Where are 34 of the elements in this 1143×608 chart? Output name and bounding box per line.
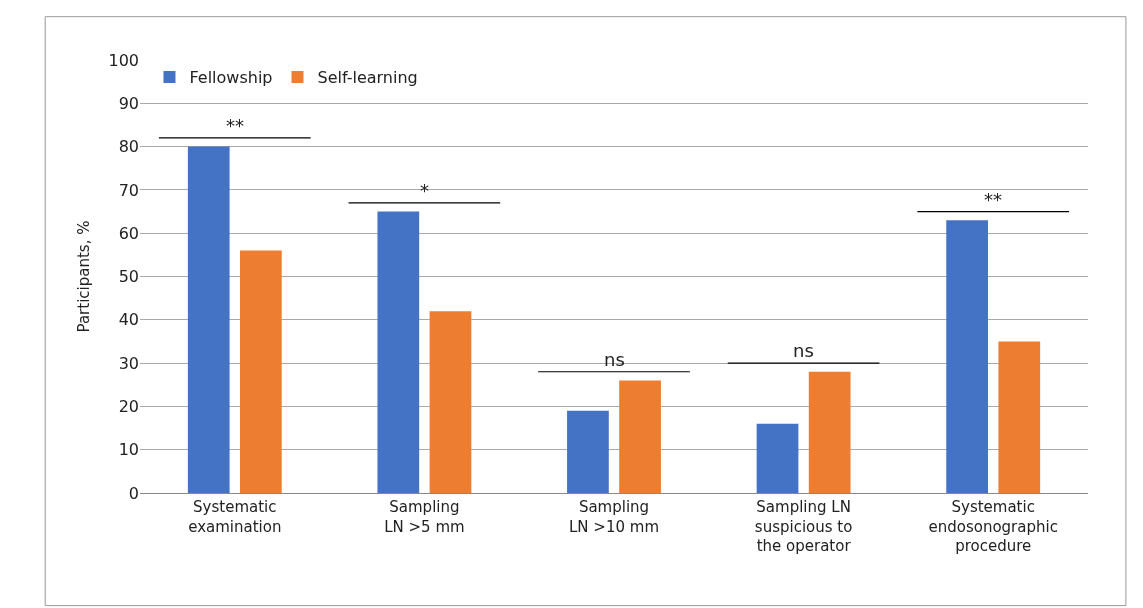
- y-tick-label: 10: [118, 440, 139, 460]
- bar: [240, 250, 282, 493]
- x-tick-label: Systematic examination: [188, 498, 282, 536]
- legend-label: Fellowship: [189, 68, 273, 88]
- y-tick-label: 0: [128, 483, 139, 503]
- annotation: **: [984, 189, 1002, 210]
- x-tick-label: Sampling LN >5 mm: [384, 498, 465, 536]
- bar: [998, 341, 1041, 493]
- bar: [187, 146, 230, 493]
- bar: [946, 220, 988, 493]
- bar: [808, 371, 851, 493]
- y-tick-label: 90: [118, 93, 139, 113]
- legend-label: Self-learning: [317, 68, 418, 88]
- bar: [567, 410, 609, 493]
- annotation: *: [420, 180, 429, 201]
- annotation: **: [226, 115, 244, 136]
- annotation: ns: [793, 340, 814, 361]
- y-tick-label: 30: [118, 353, 139, 373]
- bar: [429, 311, 472, 493]
- y-tick-label: 60: [118, 223, 139, 243]
- y-tick-label: 40: [118, 310, 139, 330]
- y-tick-label: 70: [118, 180, 139, 200]
- x-tick-label: Sampling LN >10 mm: [569, 498, 659, 536]
- annotation: ns: [604, 349, 625, 370]
- x-tick-label: Sampling LN suspicious to the operator: [754, 498, 853, 555]
- bar: [756, 423, 799, 493]
- bar: [377, 211, 420, 493]
- x-tick-label: Systematic endosonographic procedure: [928, 498, 1058, 555]
- y-tick-label: 20: [118, 397, 139, 416]
- y-tick-label: 100: [108, 50, 139, 70]
- y-tick-label: 50: [118, 267, 139, 287]
- bar: [619, 380, 661, 493]
- y-axis-title: Participants, %: [74, 220, 93, 333]
- y-tick-label: 80: [118, 137, 139, 157]
